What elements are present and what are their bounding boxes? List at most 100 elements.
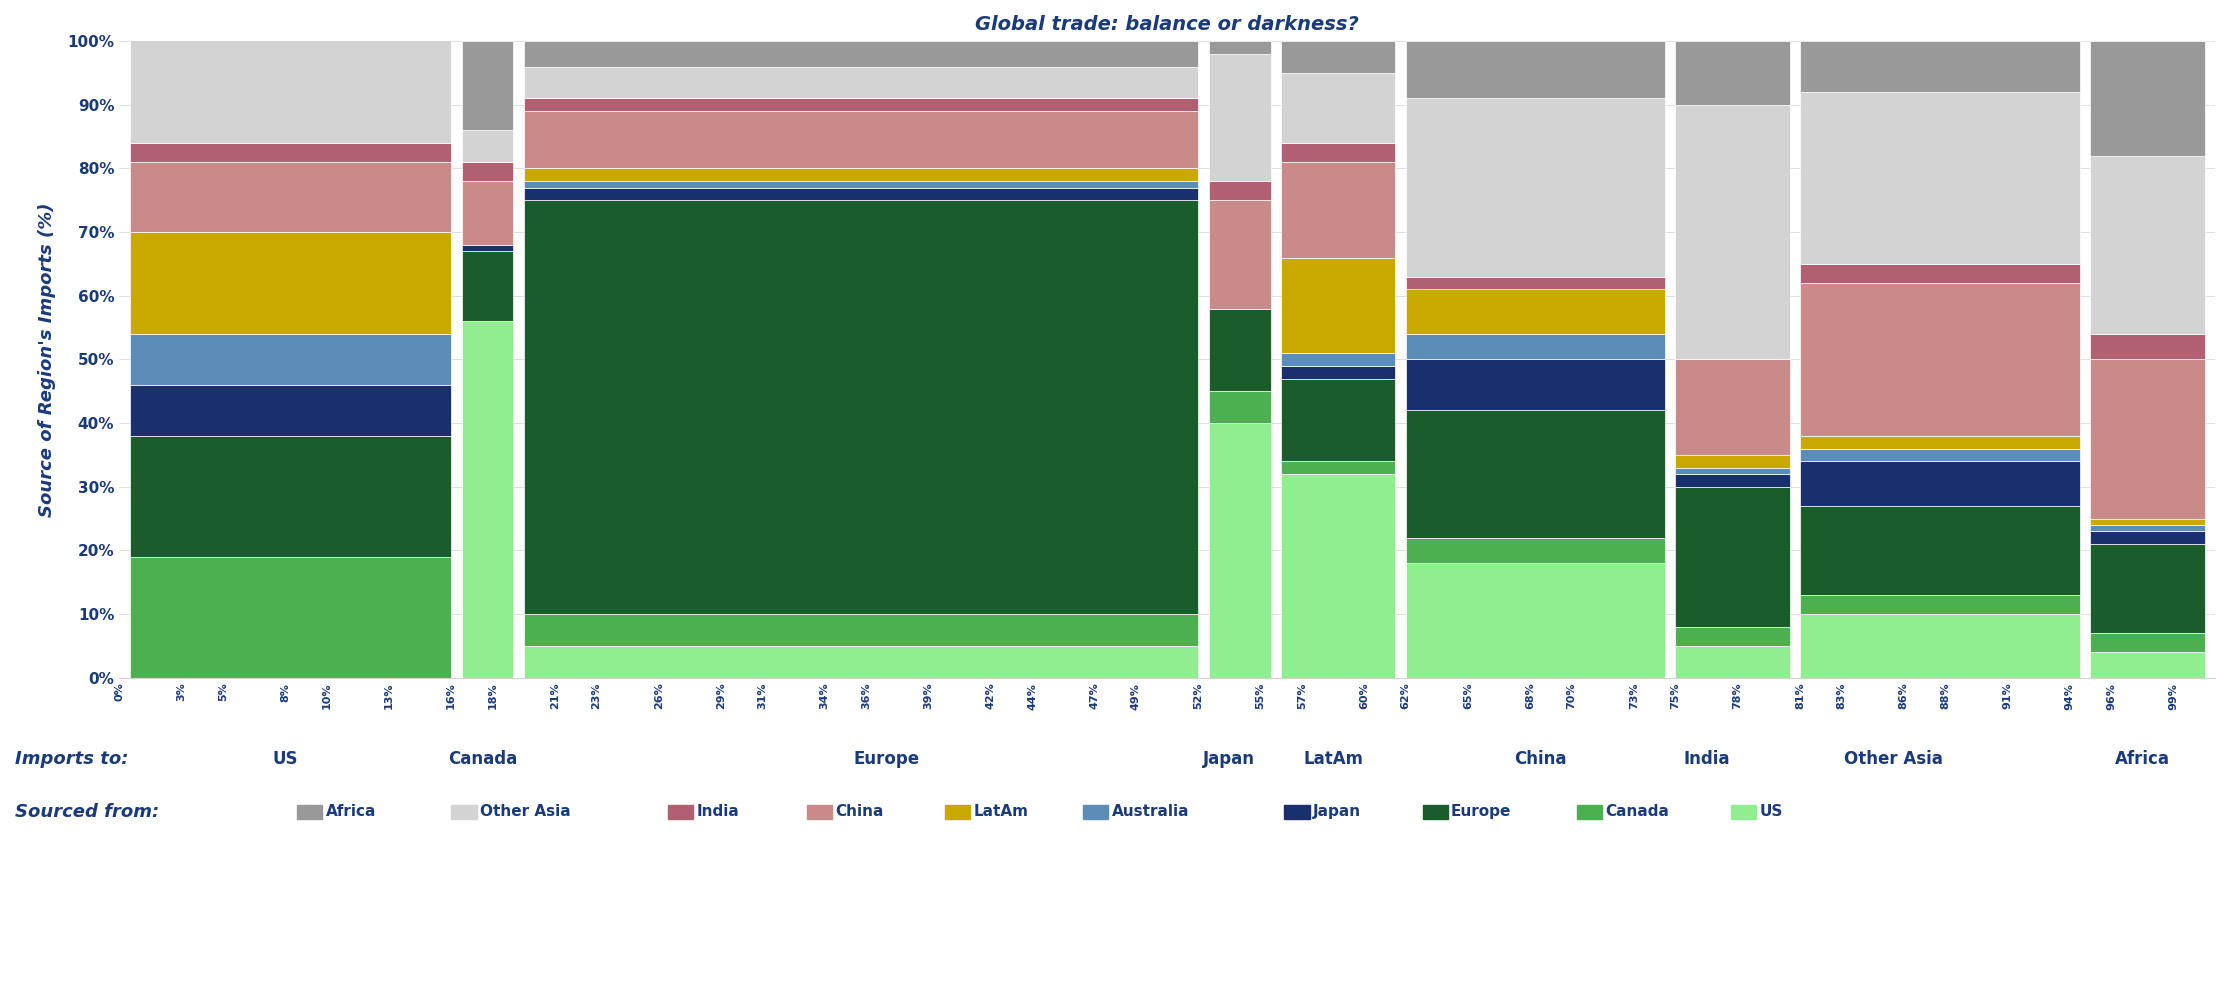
Bar [129, 232, 450, 334]
Bar [1800, 614, 2081, 678]
Bar [1675, 627, 1791, 646]
Bar [462, 251, 513, 322]
Bar [1282, 257, 1396, 353]
Text: Other Asia: Other Asia [479, 804, 571, 819]
Bar [1405, 334, 1666, 359]
Bar [1282, 73, 1396, 143]
Bar [1800, 283, 2081, 436]
Text: Imports to:: Imports to: [16, 750, 129, 768]
Bar [1675, 474, 1791, 487]
Bar [2090, 359, 2205, 519]
Bar [2090, 334, 2205, 359]
Bar [1405, 411, 1666, 538]
FancyBboxPatch shape [1577, 805, 1601, 819]
Bar [1282, 162, 1396, 257]
Text: Africa: Africa [2114, 750, 2170, 768]
Text: Other Asia: Other Asia [1844, 750, 1942, 768]
Bar [1800, 436, 2081, 448]
FancyBboxPatch shape [807, 805, 832, 819]
Bar [1209, 181, 1271, 200]
Bar [462, 322, 513, 678]
Bar [1209, 53, 1271, 181]
Bar [1800, 448, 2081, 461]
Bar [1675, 455, 1791, 467]
FancyBboxPatch shape [1730, 805, 1755, 819]
Bar [2090, 652, 2205, 678]
Bar [1405, 289, 1666, 334]
Bar [2090, 519, 2205, 525]
Bar [129, 162, 450, 232]
Bar [1282, 366, 1396, 378]
Bar [1209, 42, 1271, 53]
FancyBboxPatch shape [450, 805, 477, 819]
Bar [1405, 276, 1666, 289]
Title: Global trade: balance or darkness?: Global trade: balance or darkness? [975, 15, 1358, 34]
Bar [1282, 474, 1396, 678]
Bar [2090, 525, 2205, 532]
Bar [462, 162, 513, 181]
Text: India: India [696, 804, 740, 819]
Text: LatAm: LatAm [1302, 750, 1363, 768]
Bar [1209, 309, 1271, 391]
Bar [1675, 42, 1791, 105]
Bar [129, 35, 450, 143]
Bar [1282, 461, 1396, 474]
FancyBboxPatch shape [669, 805, 694, 819]
Bar [1282, 143, 1396, 162]
Bar [1800, 506, 2081, 595]
Text: Canada: Canada [448, 750, 517, 768]
Bar [524, 66, 1198, 98]
Bar [129, 16, 450, 35]
Bar [129, 385, 450, 436]
Bar [1209, 200, 1271, 309]
Bar [129, 556, 450, 678]
Bar [1405, 98, 1666, 276]
Text: India: India [1684, 750, 1730, 768]
Bar [524, 111, 1198, 168]
FancyBboxPatch shape [1084, 805, 1108, 819]
Bar [129, 334, 450, 385]
Bar [462, 245, 513, 251]
Bar [129, 436, 450, 556]
Bar [129, 143, 450, 162]
Text: Sourced from:: Sourced from: [16, 803, 158, 821]
Bar [1675, 646, 1791, 678]
FancyBboxPatch shape [297, 805, 323, 819]
Bar [524, 181, 1198, 187]
Bar [2090, 634, 2205, 652]
Bar [524, 614, 1198, 646]
Bar [462, 131, 513, 162]
FancyBboxPatch shape [1284, 805, 1309, 819]
Bar [2090, 544, 2205, 634]
Text: China: China [834, 804, 883, 819]
Bar [1209, 423, 1271, 678]
Bar [2090, 532, 2205, 544]
Text: China: China [1514, 750, 1568, 768]
Bar [1800, 92, 2081, 264]
Bar [1800, 264, 2081, 283]
FancyBboxPatch shape [1423, 805, 1447, 819]
Bar [524, 646, 1198, 678]
Bar [1800, 595, 2081, 614]
Text: Canada: Canada [1606, 804, 1668, 819]
Text: Japan: Japan [1313, 804, 1360, 819]
Bar [2090, 42, 2205, 155]
Bar [1282, 378, 1396, 461]
Text: US: US [272, 750, 299, 768]
Bar [1675, 467, 1791, 474]
Bar [524, 98, 1198, 111]
Text: Japan: Japan [1204, 750, 1255, 768]
Bar [524, 200, 1198, 614]
Text: Africa: Africa [326, 804, 377, 819]
Bar [1675, 359, 1791, 455]
Text: LatAm: LatAm [972, 804, 1028, 819]
Bar [1405, 359, 1666, 411]
Text: US: US [1759, 804, 1782, 819]
Bar [1405, 538, 1666, 563]
Text: Europe: Europe [1452, 804, 1512, 819]
Bar [524, 187, 1198, 200]
Bar [1800, 461, 2081, 506]
Text: Europe: Europe [854, 750, 921, 768]
Bar [524, 42, 1198, 66]
Bar [1282, 353, 1396, 366]
